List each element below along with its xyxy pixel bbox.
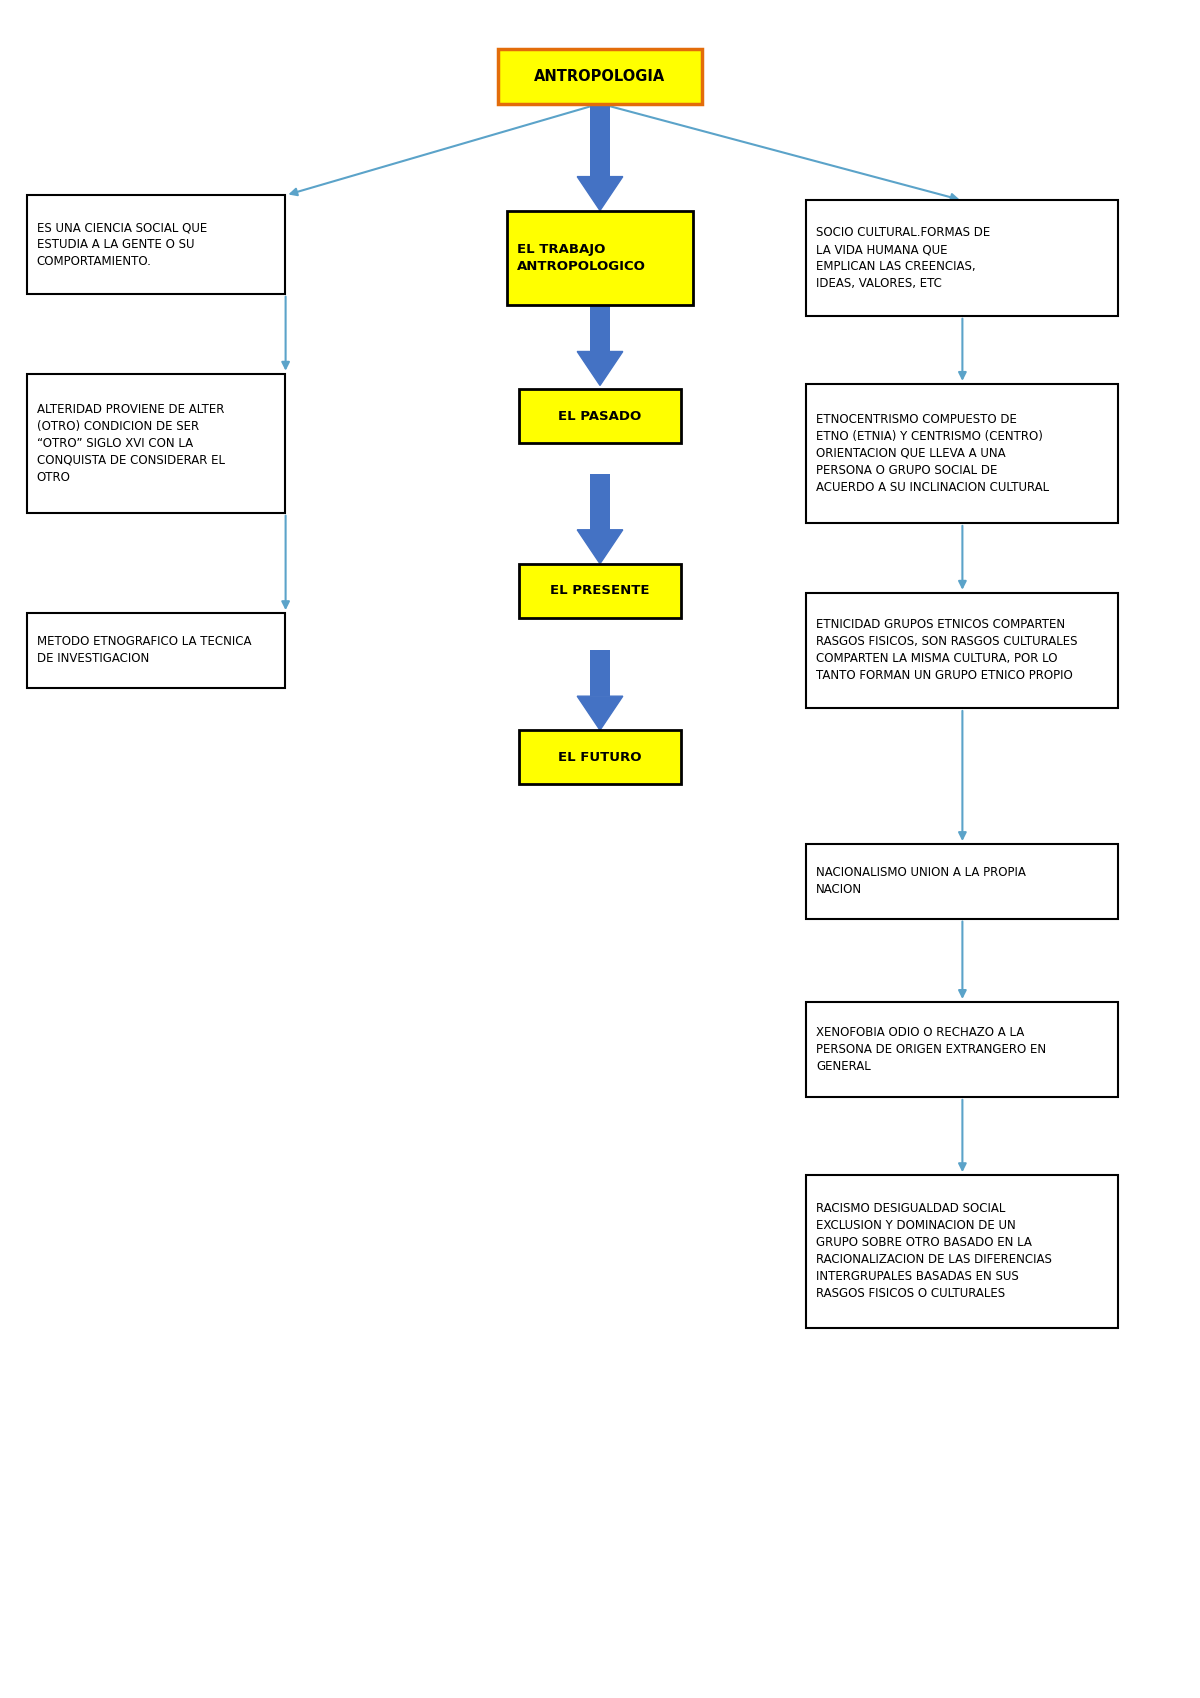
Text: NACIONALISMO UNION A LA PROPIA
NACION: NACIONALISMO UNION A LA PROPIA NACION: [816, 866, 1026, 897]
Polygon shape: [577, 696, 623, 730]
Text: EL TRABAJO
ANTROPOLOGICO: EL TRABAJO ANTROPOLOGICO: [517, 243, 646, 273]
Polygon shape: [577, 530, 623, 564]
Text: METODO ETNOGRAFICO LA TECNICA
DE INVESTIGACION: METODO ETNOGRAFICO LA TECNICA DE INVESTI…: [37, 635, 251, 666]
Text: ALTERIDAD PROVIENE DE ALTER
(OTRO) CONDICION DE SER
“OTRO” SIGLO XVI CON LA
CONQ: ALTERIDAD PROVIENE DE ALTER (OTRO) CONDI…: [37, 402, 224, 484]
Text: ES UNA CIENCIA SOCIAL QUE
ESTUDIA A LA GENTE O SU
COMPORTAMIENTO.: ES UNA CIENCIA SOCIAL QUE ESTUDIA A LA G…: [37, 221, 206, 268]
Bar: [520, 389, 682, 443]
Bar: [590, 474, 610, 530]
Text: EL PASADO: EL PASADO: [558, 409, 642, 423]
Text: RACISMO DESIGUALDAD SOCIAL
EXCLUSION Y DOMINACION DE UN
GRUPO SOBRE OTRO BASADO : RACISMO DESIGUALDAD SOCIAL EXCLUSION Y D…: [816, 1202, 1052, 1301]
Bar: [520, 730, 682, 784]
Bar: [590, 104, 610, 177]
Bar: [806, 200, 1118, 316]
Bar: [806, 593, 1118, 708]
Text: ANTROPOLOGIA: ANTROPOLOGIA: [534, 70, 666, 83]
Text: EL FUTURO: EL FUTURO: [558, 751, 642, 764]
Text: XENOFOBIA ODIO O RECHAZO A LA
PERSONA DE ORIGEN EXTRANGERO EN
GENERAL: XENOFOBIA ODIO O RECHAZO A LA PERSONA DE…: [816, 1026, 1046, 1073]
Bar: [590, 306, 610, 351]
Polygon shape: [577, 351, 623, 385]
Bar: [28, 195, 284, 294]
Bar: [806, 1002, 1118, 1097]
Bar: [520, 564, 682, 618]
Bar: [28, 374, 284, 513]
Bar: [498, 49, 702, 104]
Text: ETNICIDAD GRUPOS ETNICOS COMPARTEN
RASGOS FISICOS, SON RASGOS CULTURALES
COMPART: ETNICIDAD GRUPOS ETNICOS COMPARTEN RASGO…: [816, 618, 1078, 683]
Bar: [28, 613, 284, 688]
Bar: [806, 384, 1118, 523]
Bar: [590, 650, 610, 696]
Bar: [806, 1175, 1118, 1328]
Bar: [806, 844, 1118, 919]
Text: SOCIO CULTURAL.FORMAS DE
LA VIDA HUMANA QUE
EMPLICAN LAS CREENCIAS,
IDEAS, VALOR: SOCIO CULTURAL.FORMAS DE LA VIDA HUMANA …: [816, 226, 990, 290]
Bar: [508, 211, 694, 306]
Text: ETNOCENTRISMO COMPUESTO DE
ETNO (ETNIA) Y CENTRISMO (CENTRO)
ORIENTACION QUE LLE: ETNOCENTRISMO COMPUESTO DE ETNO (ETNIA) …: [816, 413, 1049, 494]
Text: EL PRESENTE: EL PRESENTE: [551, 584, 649, 598]
Polygon shape: [577, 177, 623, 211]
